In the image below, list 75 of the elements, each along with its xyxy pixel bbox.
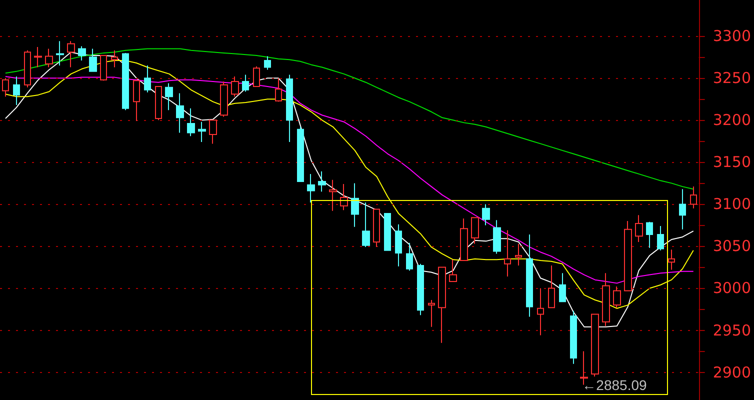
candlestick [657,226,664,251]
candlestick [329,179,337,212]
candlestick [198,121,206,143]
candlestick [253,66,260,88]
candlestick [122,52,129,111]
candlestick [690,186,697,209]
candlestick [668,249,675,270]
candlestick [482,204,490,226]
candlestick [242,74,249,92]
candlestick [34,46,42,68]
candlestick [515,243,522,266]
candlestick [460,218,468,262]
y-tick-label: 3150 [712,153,752,172]
candlestick [165,82,173,111]
candlestick [395,224,402,267]
candlestick [537,288,544,336]
y-tick-label: 3100 [712,195,752,214]
candlestick [602,272,610,327]
y-tick-label: 3000 [712,279,752,298]
y-tick-label: 3200 [712,111,752,130]
candlestick [111,50,118,68]
line-series [4,76,694,284]
candlestick [570,310,577,364]
y-tick-label: 3300 [712,27,752,46]
candlestick [307,173,315,204]
line-series [4,48,694,190]
candlestick [624,220,632,292]
candlestick [679,188,686,230]
candlestick [384,212,391,251]
candlestick [56,40,64,66]
candlestick [635,214,643,243]
candlestick [646,221,653,248]
candlestick [13,76,20,106]
y-tick-label: 3250 [712,69,752,88]
candlestick [2,78,9,98]
candlestick [209,120,217,144]
candlestick [351,182,359,228]
candlestick [144,65,151,93]
candlestick [89,48,97,72]
candlestick [264,56,271,70]
candlestick [613,286,621,308]
y-tick-label: 3050 [712,237,752,256]
candlestick [373,208,380,248]
candlestick [559,272,566,302]
candlestick [100,54,107,82]
candlestick [78,46,86,62]
candlestick [406,242,413,272]
candlestick [526,234,533,318]
candlestick [133,80,140,122]
candlestick [231,76,239,98]
candlestick [591,314,599,377]
y-tick-label: 2950 [712,321,752,340]
candlestick [176,92,184,134]
candlestick [275,78,282,102]
candlestick [504,230,511,277]
candlestick [417,263,424,316]
candlestick [318,170,326,192]
annotation: ←2885.09 [582,376,647,393]
candlestick [155,86,162,121]
candlestick [24,50,31,88]
candlestick [340,184,348,211]
candlestick [67,40,75,68]
candlestick [471,217,479,244]
candlestick [45,48,53,68]
candlestick [297,126,304,182]
candlestick [449,259,457,282]
candlestick [286,74,293,143]
candlestick [428,300,435,328]
candlestick [220,81,228,118]
candlestick [187,108,195,137]
candlestick [362,202,370,248]
y-tick-label: 2900 [712,363,752,382]
candlestick [548,265,555,308]
candlestick [438,266,446,344]
candlestick [493,220,501,254]
